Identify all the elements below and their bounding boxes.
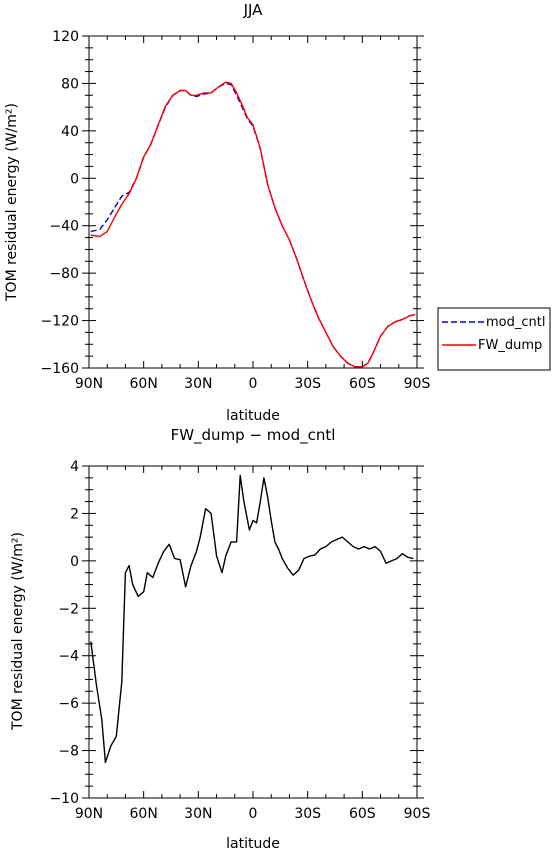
series-line-FW-dump	[90, 81, 416, 368]
y-tick-label: −10	[49, 791, 79, 807]
legend: mod_cntl FW_dump	[437, 307, 551, 371]
x-tick-label: 60N	[130, 806, 158, 822]
x-axis-label-top: latitude	[226, 408, 280, 424]
x-tick-label: 60N	[130, 376, 158, 392]
legend-label-fw-dump: FW_dump	[478, 338, 542, 353]
y-tick-label: −80	[49, 266, 79, 282]
chart-title-difference: FW_dump − mod_cntl	[171, 426, 336, 445]
y-tick-label: 2	[70, 506, 79, 522]
x-tick-label: 30N	[184, 376, 212, 392]
y-tick-label: 4	[70, 459, 79, 475]
x-tick-label: 0	[249, 806, 258, 822]
series-line-difference	[90, 474, 414, 764]
y-tick-label: −8	[58, 744, 79, 760]
y-tick-label: −160	[41, 361, 79, 377]
legend-box	[437, 307, 551, 371]
y-tick-label: −2	[58, 601, 79, 617]
y-tick-label: −120	[41, 314, 79, 330]
y-tick-label: 80	[61, 76, 79, 92]
y-tick-label: 0	[70, 554, 79, 570]
legend-label-mod-cntl: mod_cntl	[486, 315, 545, 330]
panel-jja: JJA 90N 60N 30N 0 30S 60S 90S 120 80 40 0 −40 −80 −12…	[4, 1, 551, 424]
y-tick-label: 120	[52, 29, 79, 45]
y-tick-label: 40	[61, 124, 79, 140]
y-axis-label-bottom: TOM residual energy (W/m²)	[10, 532, 26, 731]
chart-title-jja: JJA	[243, 1, 264, 19]
x-tick-label: 30S	[294, 806, 321, 822]
x-tick-label: 90N	[75, 376, 103, 392]
y-axis-label-top: TOM residual energy (W/m²)	[4, 103, 20, 302]
x-tick-label: 60S	[349, 376, 376, 392]
y-tick-label: 0	[70, 171, 79, 187]
x-tick-label: 90S	[404, 376, 431, 392]
y-tick-label: −6	[58, 696, 79, 712]
x-tick-label: 30S	[294, 376, 321, 392]
x-tick-label: 60S	[349, 806, 376, 822]
x-axis-label-bottom: latitude	[226, 836, 280, 851]
x-tick-label: 0	[249, 376, 258, 392]
y-tick-label: −4	[58, 649, 79, 665]
panel-difference: FW_dump − mod_cntl 90N 60N 30N 0 30S 60S 90S 4 2…	[10, 426, 430, 851]
plot-frame-top	[88, 35, 418, 369]
x-tick-label: 90N	[75, 806, 103, 822]
x-tick-label: 90S	[404, 806, 431, 822]
plot-frame-bottom	[88, 465, 418, 799]
y-tick-label: −40	[49, 219, 79, 235]
x-tick-label: 30N	[184, 806, 212, 822]
